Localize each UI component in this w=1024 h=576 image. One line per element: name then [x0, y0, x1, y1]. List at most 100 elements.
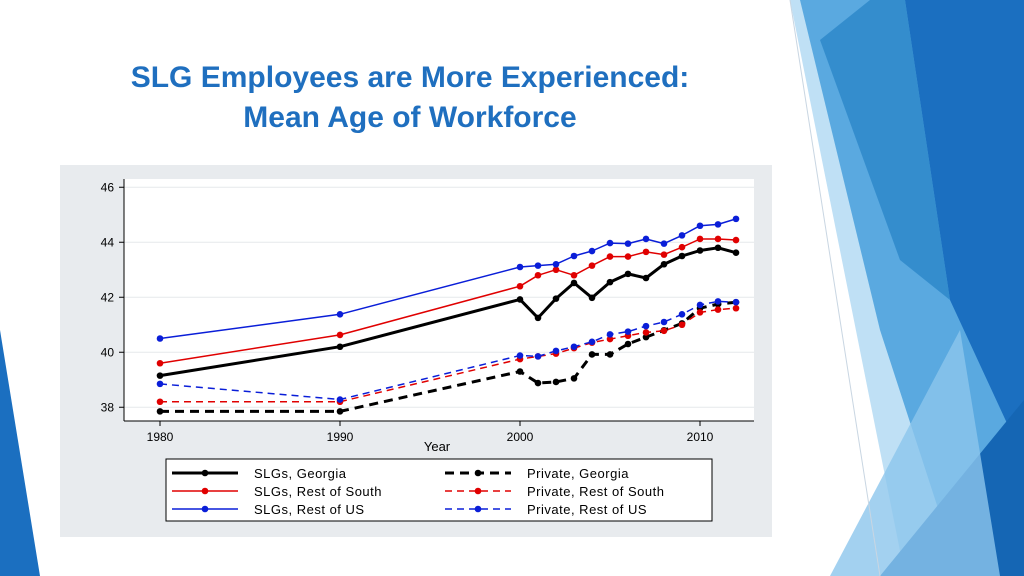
data-point — [516, 296, 524, 303]
data-point — [642, 248, 650, 256]
x-tick-label: 1980 — [147, 430, 174, 444]
series-5 — [156, 304, 740, 406]
legend-marker — [474, 487, 482, 495]
data-point — [534, 262, 542, 269]
data-point — [552, 260, 560, 268]
y-tick-label: 44 — [101, 235, 115, 249]
x-tick-label: 2000 — [507, 430, 534, 444]
legend-label: SLGs, Rest of US — [254, 502, 365, 517]
series-3 — [156, 215, 740, 342]
data-point — [642, 274, 650, 282]
data-point — [156, 398, 164, 406]
data-point — [642, 329, 650, 336]
data-point — [606, 239, 614, 247]
data-point — [732, 215, 740, 223]
series-6 — [156, 298, 740, 403]
data-point — [714, 221, 722, 228]
data-point — [678, 232, 686, 239]
data-point — [714, 244, 722, 252]
data-point — [642, 235, 650, 243]
data-point — [660, 240, 668, 247]
data-point — [336, 331, 344, 339]
deco-shape-teal — [820, 0, 950, 300]
legend-label: Private, Georgia — [527, 466, 629, 481]
data-point — [696, 235, 704, 243]
data-point — [534, 271, 542, 279]
data-point — [606, 253, 614, 260]
deco-line — [789, 0, 881, 576]
data-point — [516, 352, 524, 359]
data-point — [588, 294, 596, 302]
data-point — [660, 327, 668, 335]
data-point — [606, 278, 614, 286]
data-point — [534, 379, 542, 387]
slide-title-line2: Mean Age of Workforce — [243, 101, 577, 134]
plot-background — [124, 179, 754, 421]
y-tick-label: 40 — [101, 345, 115, 359]
legend-label: Private, Rest of South — [527, 484, 664, 499]
y-tick-label: 38 — [101, 400, 115, 414]
chart-legend: SLGs, Georgia SLGs, Rest of South SLGs, Re… — [165, 458, 713, 522]
data-point — [696, 222, 704, 230]
x-tick-label: 1990 — [327, 430, 354, 444]
data-point — [696, 309, 704, 316]
deco-shape-left — [0, 330, 40, 576]
legend-label: Private, Rest of US — [527, 502, 647, 517]
slide-title: SLG Employees are More Experienced: Mean… — [60, 58, 760, 138]
data-point — [336, 408, 344, 415]
legend-item: SLGs, Rest of South — [172, 484, 382, 499]
slide-title-line1: SLG Employees are More Experienced: — [130, 61, 690, 94]
deco-shape-bottom-light — [830, 330, 1000, 576]
chart-axes: 38 40 42 44 46 1980 1990 2000 2010 — [101, 179, 754, 444]
data-point — [570, 375, 578, 382]
data-point — [570, 343, 578, 351]
legend-marker — [201, 505, 209, 513]
data-point — [156, 372, 164, 379]
data-point — [516, 263, 524, 271]
data-point — [678, 321, 686, 329]
legend-item: Private, Rest of South — [445, 484, 664, 499]
legend-item: SLGs, Georgia — [172, 466, 347, 481]
data-point — [624, 240, 632, 247]
data-point — [624, 253, 632, 260]
data-point — [624, 340, 632, 348]
data-point — [660, 318, 668, 326]
data-point — [336, 343, 344, 351]
legend-label: SLGs, Georgia — [254, 466, 347, 481]
deco-shape-dark — [905, 0, 1024, 460]
data-point — [516, 368, 524, 375]
data-point — [156, 359, 164, 367]
legend-item: SLGs, Rest of US — [172, 502, 365, 517]
data-point — [678, 252, 686, 260]
series-2 — [156, 235, 740, 367]
legend-marker — [474, 469, 482, 477]
data-point — [570, 252, 578, 260]
legend-item: Private, Rest of US — [445, 502, 647, 517]
legend-marker — [201, 469, 209, 477]
data-point — [336, 311, 344, 318]
data-point — [696, 301, 704, 309]
data-point — [606, 335, 614, 343]
data-point — [552, 295, 560, 302]
data-point — [534, 314, 542, 322]
chart-series — [156, 215, 740, 415]
data-point — [642, 322, 650, 330]
y-tick-label: 42 — [101, 290, 115, 304]
data-point — [624, 270, 632, 278]
data-point — [606, 351, 614, 358]
data-point — [732, 249, 740, 256]
data-point — [534, 353, 542, 360]
data-point — [732, 304, 740, 312]
data-point — [588, 338, 596, 346]
data-point — [570, 279, 578, 287]
data-point — [588, 351, 596, 358]
data-point — [552, 347, 560, 355]
data-point — [696, 247, 704, 254]
data-point — [156, 335, 164, 342]
data-point — [714, 298, 722, 305]
legend-marker — [201, 487, 209, 495]
series-1 — [156, 244, 740, 379]
data-point — [552, 266, 560, 274]
data-point — [336, 396, 344, 403]
